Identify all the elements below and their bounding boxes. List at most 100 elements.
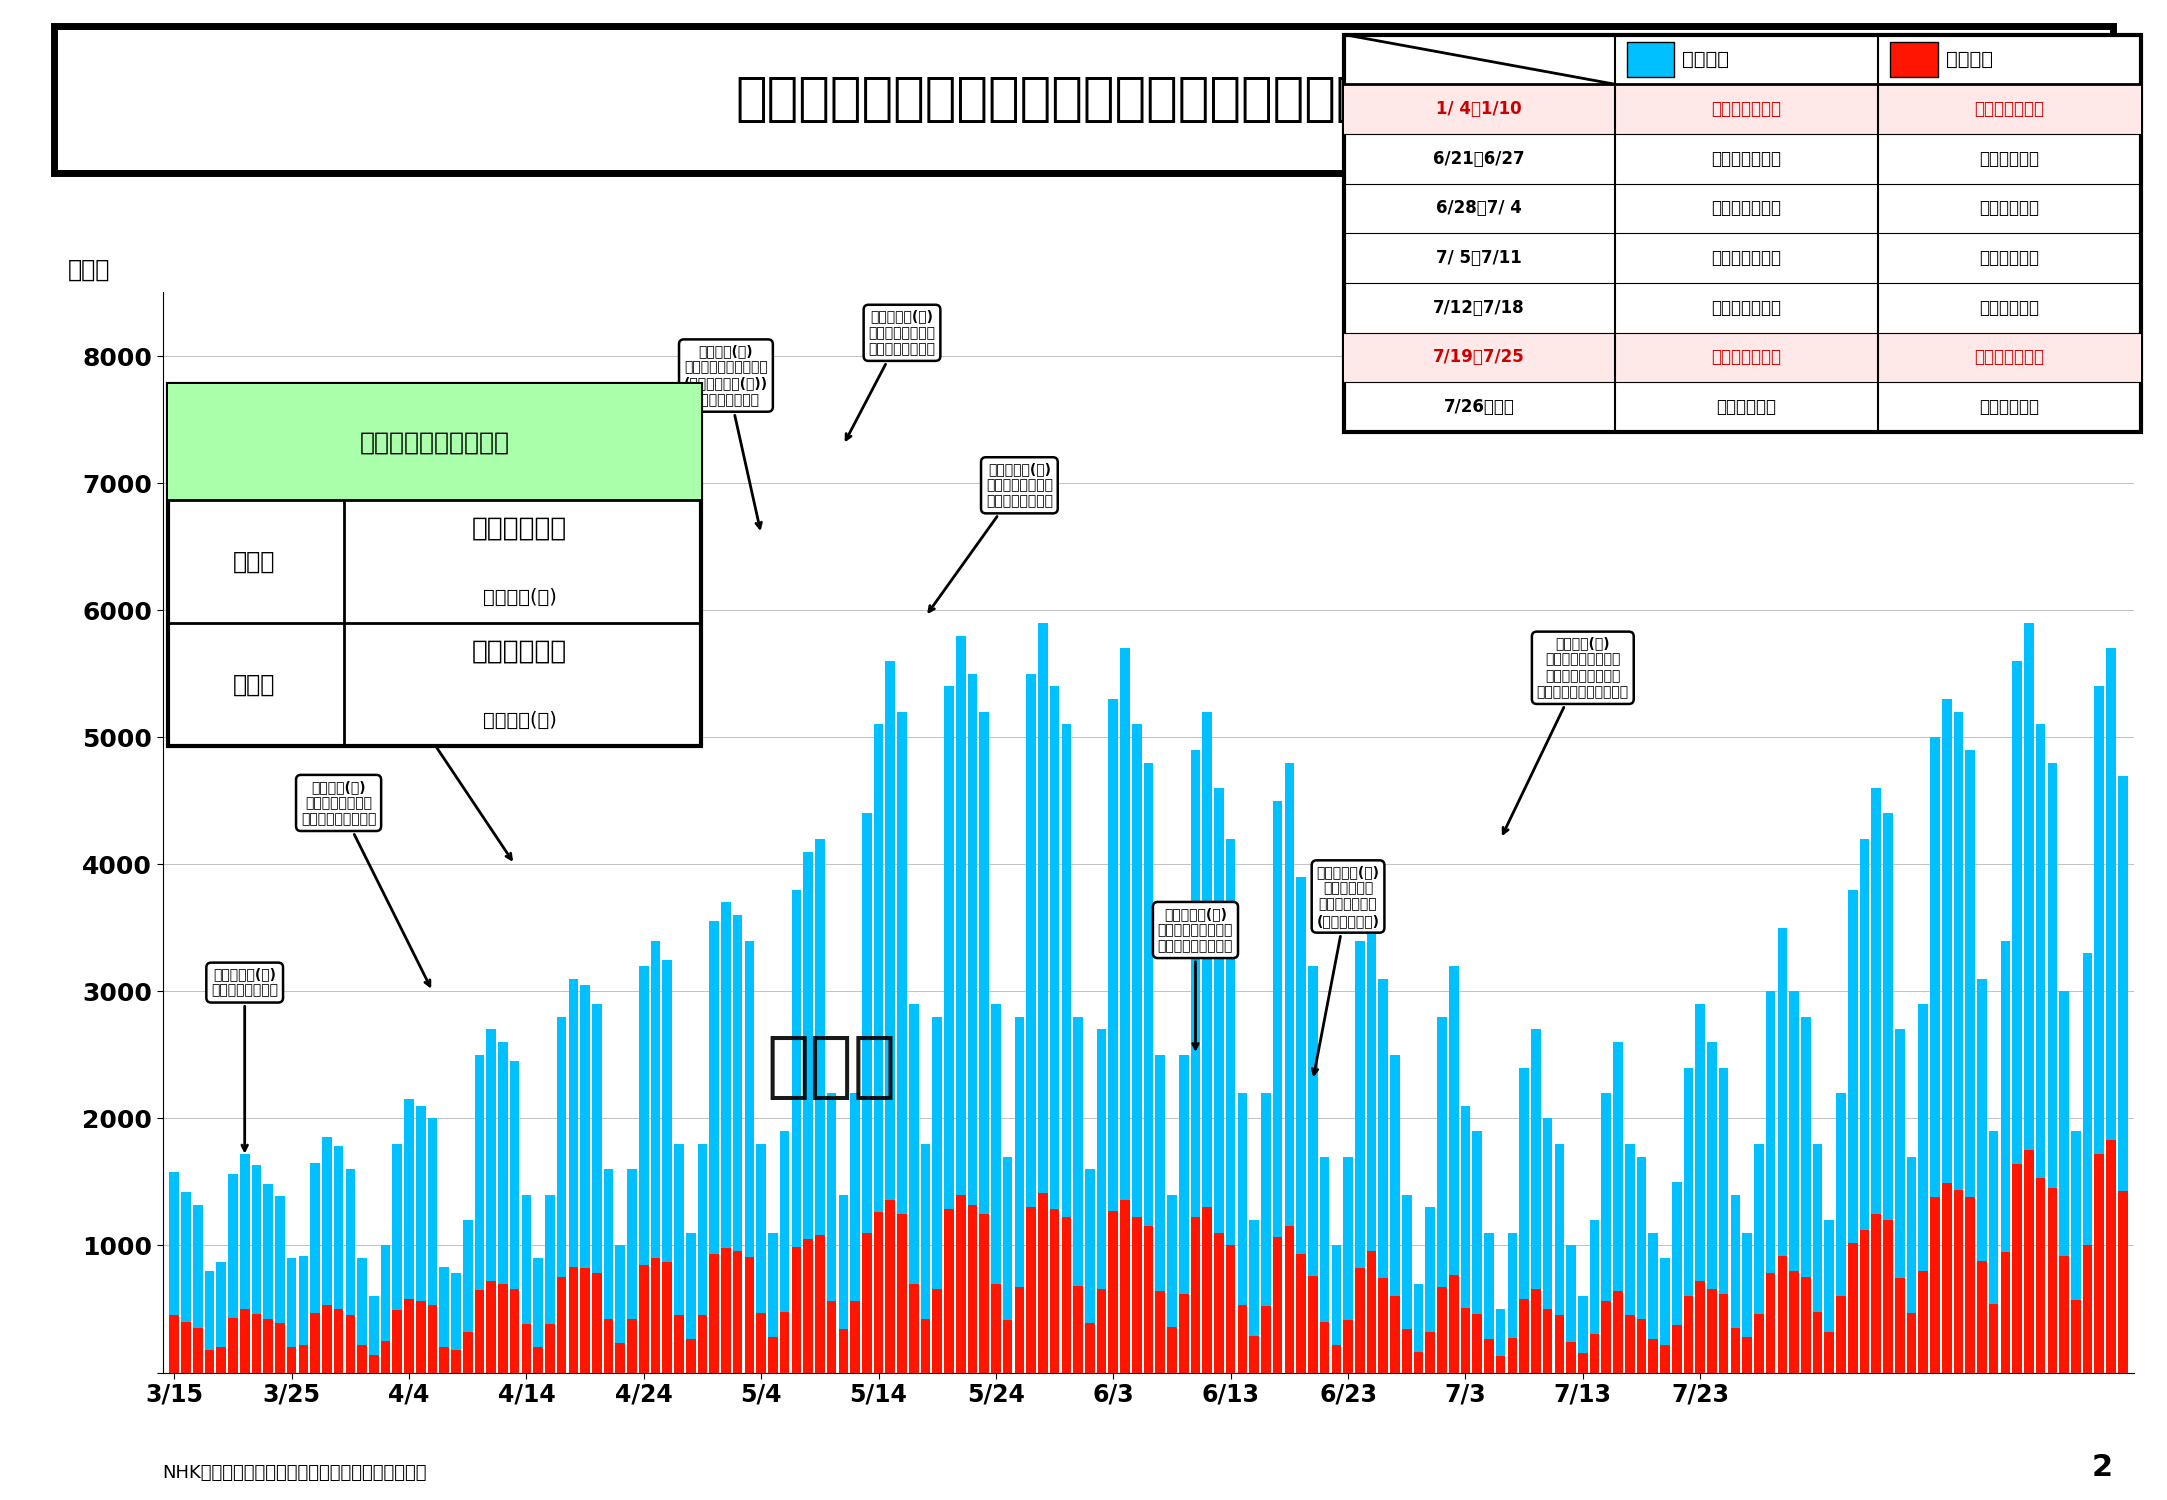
Bar [1777, 928, 1788, 1372]
Bar [2117, 1191, 2128, 1372]
Bar [849, 1302, 860, 1372]
Bar [1168, 1194, 1177, 1372]
Bar [979, 1214, 988, 1372]
Bar [722, 903, 730, 1372]
Text: １２，６８１人: １２，６８１人 [1974, 100, 2043, 118]
Bar [1038, 622, 1047, 1372]
Bar [2048, 762, 2056, 1372]
Bar [1296, 878, 1307, 1372]
Bar [969, 674, 977, 1372]
Text: 日本全国及び東京都における新規陽性者数の推移: 日本全国及び東京都における新規陽性者数の推移 [735, 74, 1432, 124]
Bar [886, 662, 895, 1372]
Bar [392, 1144, 403, 1372]
Bar [334, 1310, 342, 1372]
Bar [1378, 978, 1389, 1372]
Text: ４月５日(月)
大阪・兵庫・宮城
まん延防止適用開始: ４月５日(月) 大阪・兵庫・宮城 まん延防止適用開始 [301, 780, 429, 986]
Bar [1625, 1316, 1634, 1372]
Bar [639, 966, 648, 1372]
FancyBboxPatch shape [1344, 84, 2141, 134]
Bar [1437, 1017, 1448, 1372]
Text: １０，５１０人: １０，５１０人 [1712, 200, 1781, 217]
Bar [1003, 1320, 1012, 1372]
Bar [921, 1144, 930, 1372]
Bar [464, 1332, 472, 1372]
Bar [2000, 1252, 2011, 1372]
Text: ５，１３７人: ５，１３７人 [1978, 249, 2039, 267]
Bar [440, 1347, 449, 1372]
Bar [1272, 801, 1283, 1372]
Text: ：全　国: ：全 国 [1682, 50, 1729, 69]
Bar [2072, 1300, 2080, 1372]
Bar [1155, 1292, 1166, 1372]
Bar [182, 1192, 191, 1372]
FancyBboxPatch shape [169, 384, 700, 500]
Bar [2106, 648, 2115, 1372]
Bar [533, 1258, 544, 1372]
Bar [323, 1137, 332, 1372]
Text: ２０，９２４人: ２０，９２４人 [1712, 298, 1781, 316]
Bar [1331, 1344, 1341, 1372]
Bar [546, 1194, 555, 1372]
Bar [1131, 724, 1142, 1372]
Bar [1413, 1352, 1424, 1372]
Bar [687, 1233, 696, 1372]
Bar [945, 687, 953, 1372]
Bar [2000, 940, 2011, 1372]
Bar [1742, 1336, 1751, 1372]
Bar [451, 1274, 462, 1372]
Text: 7/ 5〜7/11: 7/ 5〜7/11 [1437, 249, 1521, 267]
Bar [1014, 1287, 1025, 1372]
Bar [1309, 1276, 1318, 1372]
Bar [1495, 1310, 1506, 1372]
Bar [1190, 750, 1201, 1372]
Bar [1636, 1156, 1647, 1372]
Bar [358, 1258, 366, 1372]
Bar [804, 852, 813, 1372]
Bar [1591, 1335, 1599, 1372]
Bar [1190, 1218, 1201, 1372]
Bar [1237, 1094, 1248, 1372]
Bar [1695, 1281, 1705, 1372]
Bar [264, 1318, 273, 1372]
Bar [732, 915, 743, 1372]
Text: 2: 2 [2091, 1454, 2113, 1482]
Bar [1942, 699, 1952, 1372]
Bar [1731, 1194, 1740, 1372]
Bar [1825, 1332, 1833, 1372]
Bar [557, 1017, 566, 1372]
Bar [498, 1284, 507, 1372]
Bar [1825, 1220, 1833, 1373]
Bar [956, 636, 966, 1372]
Bar [1120, 648, 1129, 1372]
Bar [1179, 1293, 1188, 1372]
Bar [1612, 1292, 1623, 1372]
Bar [2035, 1178, 2046, 1372]
Text: 1/ 4〜1/10: 1/ 4〜1/10 [1437, 100, 1521, 118]
Bar [815, 1236, 826, 1372]
Bar [228, 1174, 238, 1372]
Bar [932, 1017, 943, 1372]
Bar [1450, 1275, 1458, 1372]
Bar [1038, 1194, 1047, 1372]
Bar [509, 1288, 520, 1372]
Bar [1049, 1209, 1060, 1372]
Bar [2024, 1150, 2033, 1372]
Bar [932, 1288, 943, 1372]
Bar [1649, 1233, 1658, 1372]
Bar [2106, 1140, 2115, 1372]
Bar [405, 1100, 414, 1372]
Bar [392, 1310, 403, 1372]
Bar [767, 1233, 778, 1372]
Text: １月７日(木): １月７日(木) [483, 711, 557, 730]
Bar [1261, 1094, 1270, 1372]
Bar [674, 1316, 685, 1372]
Bar [1695, 1004, 1705, 1372]
Bar [1367, 1251, 1376, 1372]
Bar [1612, 1042, 1623, 1372]
Text: ７，４７８人: ７，４７８人 [1978, 298, 2039, 316]
Bar [368, 1354, 379, 1372]
Bar [1872, 1214, 1881, 1372]
Bar [568, 1268, 579, 1372]
Text: 7/12〜7/18: 7/12〜7/18 [1432, 298, 1526, 316]
Bar [1402, 1329, 1411, 1372]
